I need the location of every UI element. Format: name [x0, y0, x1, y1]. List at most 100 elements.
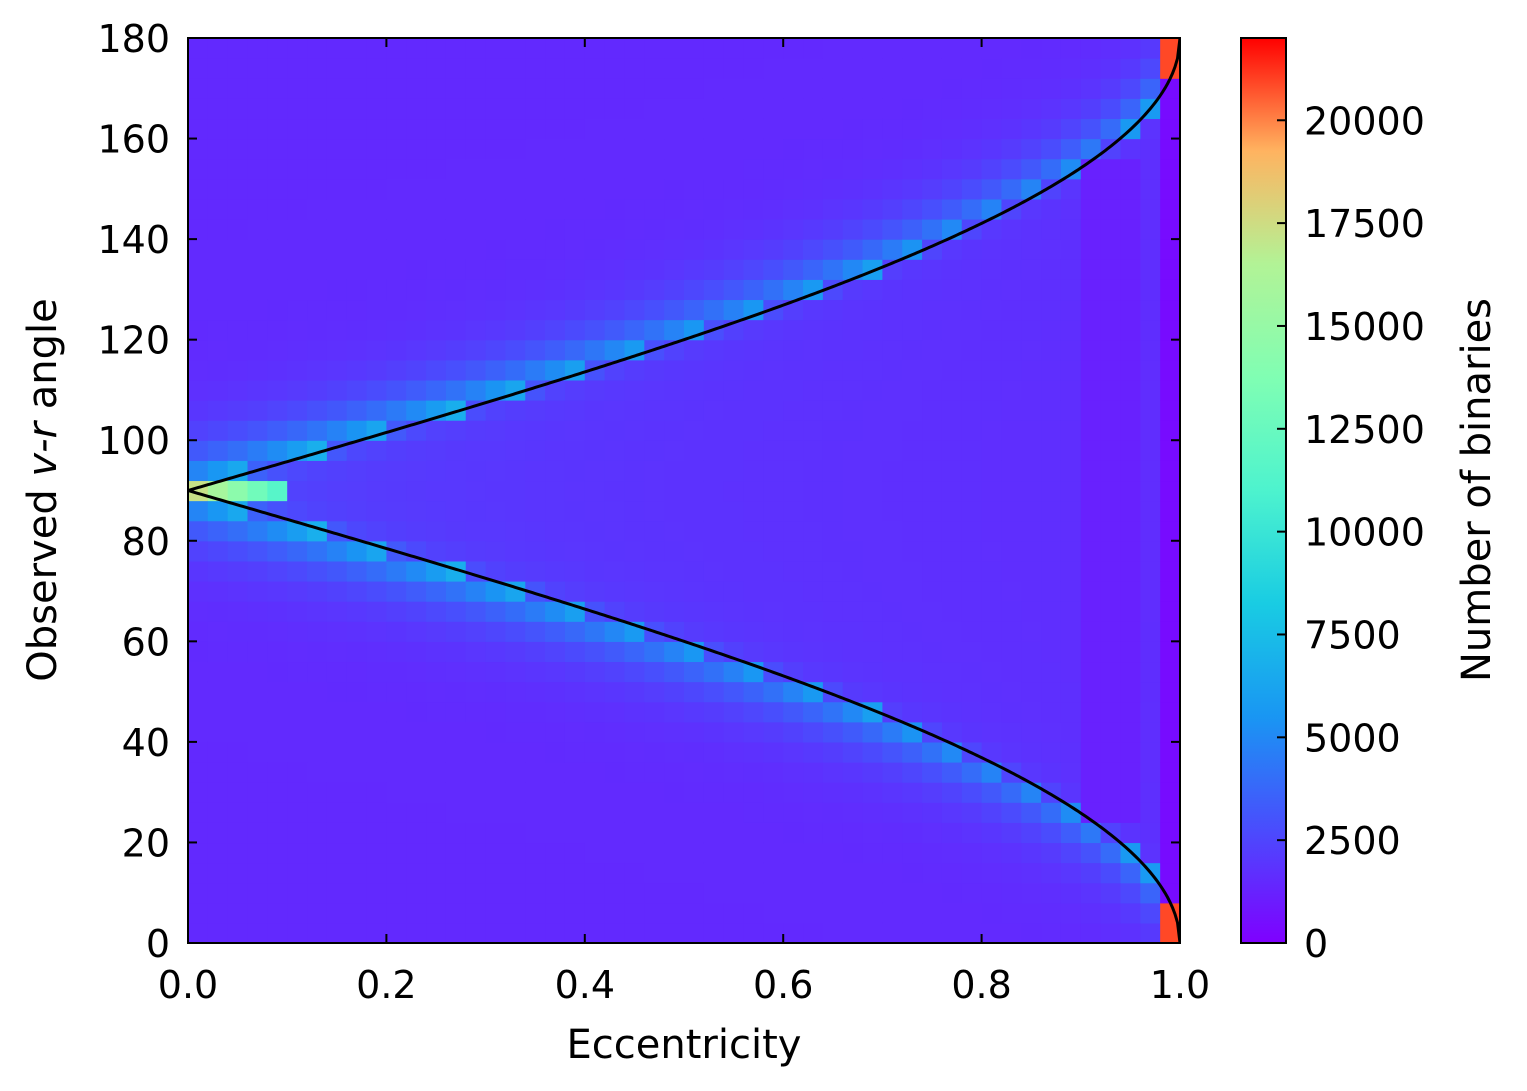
heatmap-cell — [545, 259, 566, 280]
heatmap-cell — [564, 279, 586, 301]
heatmap-cell — [604, 38, 626, 59]
heatmap-cell — [287, 721, 308, 743]
heatmap-cell — [426, 641, 447, 663]
heatmap-cell — [902, 38, 923, 59]
heatmap-cell — [545, 118, 566, 140]
heatmap-cell — [346, 480, 368, 502]
heatmap-cell — [981, 299, 1003, 321]
heatmap-cell — [307, 782, 328, 803]
heatmap-cell — [406, 138, 427, 160]
heatmap-cell — [803, 98, 824, 120]
heatmap-cell — [188, 158, 209, 180]
heatmap-cell — [406, 178, 427, 200]
heatmap-cell — [604, 741, 626, 763]
heatmap-cell — [922, 198, 943, 220]
colorbar-tick-label: 12500 — [1304, 408, 1425, 452]
heatmap-cell — [307, 762, 328, 783]
heatmap-cell — [922, 902, 943, 924]
heatmap-cell — [862, 440, 883, 461]
heatmap-cell — [505, 440, 526, 461]
heatmap-cell — [803, 178, 824, 200]
heatmap-cell — [564, 118, 586, 140]
heatmap-cell — [1001, 681, 1022, 703]
heatmap-cell — [287, 822, 308, 844]
heatmap-cell — [426, 902, 447, 924]
heatmap-cell — [287, 500, 308, 522]
heatmap-cell — [922, 641, 943, 663]
heatmap-cell — [346, 560, 368, 582]
heatmap-cell — [1120, 440, 1141, 461]
heatmap-cell — [267, 540, 288, 562]
heatmap-cell — [842, 299, 864, 321]
heatmap-cell — [227, 78, 249, 99]
heatmap-cell — [763, 58, 784, 79]
heatmap-cell — [505, 158, 526, 180]
heatmap-cell — [545, 279, 566, 301]
heatmap-cell — [624, 420, 645, 441]
heatmap-cell — [1080, 902, 1102, 924]
heatmap-cell — [1120, 581, 1141, 602]
heatmap-cell — [307, 882, 328, 904]
heatmap-cell — [684, 802, 705, 823]
heatmap-cell — [902, 359, 923, 381]
heatmap-cell — [1041, 520, 1062, 542]
heatmap-cell — [1100, 420, 1122, 441]
heatmap-cell — [307, 239, 328, 260]
heatmap-cell — [326, 198, 348, 220]
heatmap-cell — [1160, 259, 1180, 280]
heatmap-cell — [287, 359, 308, 381]
heatmap-cell — [1140, 178, 1161, 200]
heatmap-cell — [465, 601, 487, 622]
heatmap-cell — [584, 239, 606, 260]
heatmap-cell — [1041, 98, 1062, 120]
heatmap-cell — [882, 359, 903, 381]
heatmap-cell — [783, 540, 804, 562]
y-axis-label-pre: Observed — [20, 477, 66, 682]
heatmap-cell — [664, 741, 685, 763]
heatmap-cell — [624, 560, 645, 582]
heatmap-cell — [426, 782, 447, 803]
heatmap-cell — [346, 339, 368, 361]
heatmap-cell — [1160, 158, 1180, 180]
heatmap-cell — [1160, 520, 1180, 542]
heatmap-cell — [961, 379, 983, 401]
heatmap-cell — [227, 138, 249, 160]
heatmap-cell — [644, 902, 665, 924]
heatmap-cell — [584, 138, 606, 160]
heatmap-cell — [723, 540, 745, 562]
heatmap-cell — [684, 158, 705, 180]
heatmap-cell — [1140, 138, 1161, 160]
heatmap-cell — [505, 842, 526, 864]
heatmap-cell — [1001, 299, 1022, 321]
heatmap-cell — [584, 460, 606, 482]
heatmap-cell — [1140, 701, 1161, 723]
heatmap-cell — [267, 621, 288, 642]
heatmap-cell — [1021, 219, 1042, 240]
heatmap-cell — [287, 762, 308, 783]
heatmap-cell — [822, 540, 844, 562]
heatmap-cell — [584, 922, 606, 943]
heatmap-cell — [842, 782, 864, 803]
heatmap-cell — [346, 379, 368, 401]
heatmap-cell — [604, 400, 626, 421]
heatmap-cell — [703, 762, 725, 783]
heatmap-cell — [426, 279, 447, 301]
heatmap-cell — [664, 420, 685, 441]
heatmap-cell — [247, 379, 268, 401]
heatmap-cell — [822, 239, 844, 260]
heatmap-cell — [941, 782, 963, 803]
heatmap-cell — [763, 440, 784, 461]
heatmap-cell — [1120, 480, 1141, 502]
heatmap-cell — [564, 741, 586, 763]
heatmap-cell — [366, 239, 387, 260]
heatmap-cell — [227, 862, 249, 884]
heatmap-cell — [485, 118, 507, 140]
heatmap-cell — [287, 902, 308, 924]
heatmap-cell — [584, 58, 606, 79]
heatmap-cell — [525, 862, 546, 884]
heatmap-cell — [525, 219, 546, 240]
heatmap-cell — [604, 118, 626, 140]
heatmap-cell — [624, 762, 645, 783]
heatmap-cell — [366, 701, 387, 723]
heatmap-cell — [803, 440, 824, 461]
